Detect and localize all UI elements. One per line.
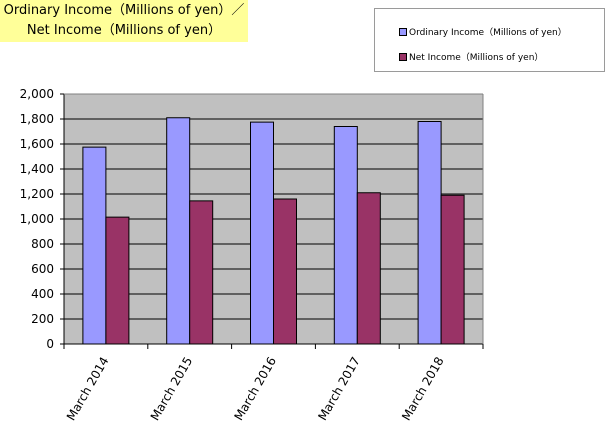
y-tick-label-3: 600 [31, 262, 54, 276]
bar-net-income-4 [440, 194, 465, 345]
x-tick-label-4: March 2018 [399, 354, 447, 422]
legend-entry-ordinary-income: Ordinary Income（Millions of yen） [399, 25, 567, 38]
bar-net-income-1 [189, 200, 214, 345]
y-tick-label-9: 1,800 [20, 112, 54, 126]
bar-net-income-0 [105, 216, 130, 345]
y-tick-label-10: 2,000 [20, 87, 54, 101]
y-tick-label-2: 400 [31, 287, 54, 301]
bar-ordinary-income-4 [417, 121, 442, 345]
y-tick-label-0: 0 [46, 337, 54, 351]
y-tick-label-4: 800 [31, 237, 54, 251]
bar-net-income-2 [273, 198, 297, 345]
y-tick-label-1: 200 [31, 312, 54, 326]
y-tick-label-5: 1,000 [20, 212, 54, 226]
legend-label-net-income: Net Income（Millions of yen） [409, 53, 544, 63]
legend-label-ordinary-income: Ordinary Income（Millions of yen） [409, 28, 567, 38]
bar-ordinary-income-2 [250, 121, 274, 345]
bar-ordinary-income-0 [82, 146, 107, 345]
x-tick-label-1: March 2015 [148, 355, 196, 423]
y-tick-label-8: 1,600 [20, 137, 54, 151]
chart-title: Ordinary Income（Millions of yen）／ Net In… [0, 0, 248, 42]
bar-ordinary-income-1 [166, 117, 191, 345]
chart-title-line-2: Net Income（Millions of yen） [26, 23, 222, 38]
legend-entry-net-income: Net Income（Millions of yen） [399, 50, 543, 63]
bar-ordinary-income-3 [333, 126, 358, 345]
y-tick-label-7: 1,400 [20, 162, 54, 176]
x-tick-label-2: March 2016 [232, 355, 280, 423]
bar-net-income-3 [356, 192, 381, 345]
x-tick-label-0: March 2014 [64, 355, 112, 423]
chart-title-line-1: Ordinary Income（Millions of yen）／ [3, 3, 245, 18]
legend-swatch-ordinary-income [399, 27, 407, 36]
y-tick-label-6: 1,200 [20, 187, 54, 201]
chart-legend: Ordinary Income（Millions of yen） Net Inc… [374, 8, 605, 72]
legend-swatch-net-income [399, 52, 407, 61]
x-tick-label-3: March 2017 [315, 355, 363, 423]
